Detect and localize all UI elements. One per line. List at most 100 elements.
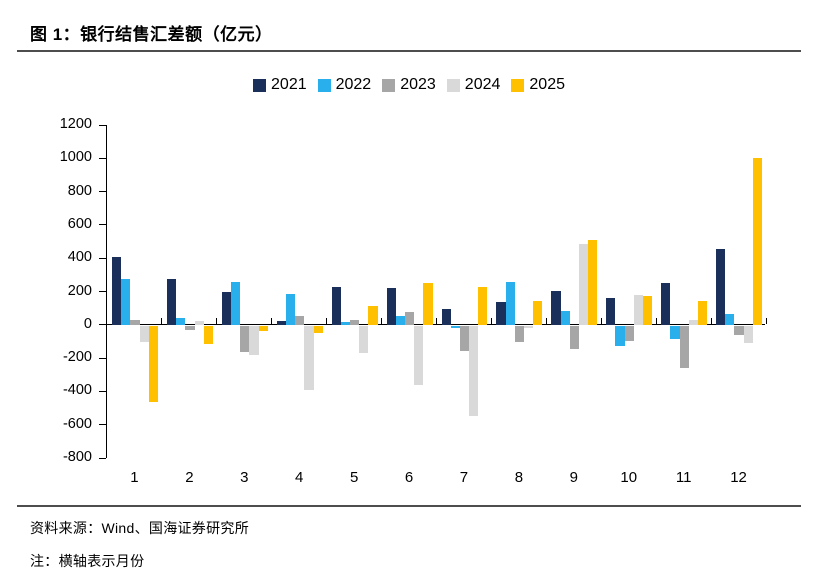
bar-2021-m7 <box>441 308 451 325</box>
legend-item-2021: 2021 <box>253 76 307 94</box>
y-axis-tick-600 <box>98 224 106 226</box>
bar-2023-m6 <box>404 312 415 325</box>
bar-2024-m1 <box>139 325 149 343</box>
bar-2023-m5 <box>350 319 360 325</box>
figure-title: 图 1：银行结售汇差额（亿元） <box>30 25 273 44</box>
y-axis-label-200: 200 <box>67 282 92 299</box>
y-axis-tick-800 <box>98 191 106 193</box>
legend-item-2023: 2023 <box>382 76 436 94</box>
x-axis-tick-8 <box>545 318 547 325</box>
y-axis-tick-200 <box>98 291 106 292</box>
chart: 2021 2022 2023 2024 2025 1200 1000 800 600 400 20… <box>0 76 818 486</box>
bar-2021-m1 <box>112 257 122 325</box>
legend-item-2022: 2022 <box>317 76 371 94</box>
bar-2024-m8 <box>524 325 534 329</box>
y-axis-label-1000: 1000 <box>59 149 92 166</box>
bar-2024-m9 <box>578 244 589 325</box>
bar-2024-m3 <box>249 325 259 355</box>
bar-2024-m6 <box>414 325 424 385</box>
bar-2023-m1 <box>130 319 140 325</box>
bar-2021-m10 <box>606 298 616 325</box>
x-axis-tick-4 <box>326 318 328 325</box>
y-axis-tick--400 <box>98 390 106 392</box>
y-axis-label--800: -800 <box>62 449 92 465</box>
bar-2023-m11 <box>679 325 689 368</box>
bar-2022-m10 <box>615 325 625 347</box>
bar-2022-m9 <box>560 311 570 325</box>
x-axis-label-5: 5 <box>349 469 359 486</box>
legend-item-2025: 2025 <box>511 76 565 94</box>
x-axis-label-1: 1 <box>130 469 139 486</box>
legend-label-2021: 2021 <box>271 76 307 93</box>
y-axis-label-800: 800 <box>67 182 92 199</box>
bar-2022-m4 <box>285 293 296 325</box>
footer-divider <box>17 505 801 507</box>
bar-2022-m12 <box>725 313 735 325</box>
bar-2023-m4 <box>295 316 305 325</box>
x-axis-tick-11 <box>710 318 712 325</box>
y-axis-tick-1000 <box>98 157 106 159</box>
x-axis-label-3: 3 <box>240 469 249 486</box>
legend-swatch-2025 <box>511 78 525 92</box>
bar-2025-m10 <box>643 296 653 325</box>
y-axis-tick-400 <box>98 257 106 259</box>
bar-2023-m9 <box>569 325 579 349</box>
bar-2025-m9 <box>588 239 598 325</box>
bar-2024-m5 <box>359 325 369 354</box>
x-axis-label-4: 4 <box>295 469 304 486</box>
y-axis-label-0: 0 <box>83 315 92 332</box>
source-note: 资料来源：Wind、国海证券研究所 <box>30 520 249 536</box>
title-divider <box>17 50 801 52</box>
y-axis-tick--200 <box>98 357 106 359</box>
y-axis-tick--600 <box>98 424 106 426</box>
bar-2024-m11 <box>688 319 698 325</box>
bar-2025-m2 <box>203 325 213 344</box>
bar-2025-m7 <box>478 287 488 325</box>
y-axis-tick-0 <box>98 324 106 326</box>
bar-2021-m2 <box>166 279 177 325</box>
bar-2023-m12 <box>734 325 744 335</box>
x-axis-label-8: 8 <box>514 469 524 486</box>
y-axis-label-1200: 1200 <box>59 116 92 132</box>
x-axis-tick-3 <box>271 318 273 325</box>
plot-area: 1200 1000 800 600 400 200 0 -200 -400 -600 -800 1 2 3… <box>60 116 767 486</box>
bar-2021-m5 <box>331 286 341 325</box>
legend-swatch-2023 <box>382 78 396 92</box>
legend-label-2024: 2024 <box>464 76 501 93</box>
x-axis-tick-5 <box>381 318 383 325</box>
bar-2021-m12 <box>716 249 726 325</box>
x-axis-tick-12 <box>765 318 767 325</box>
legend-item-2024: 2024 <box>446 76 501 94</box>
bar-2023-m10 <box>624 325 634 341</box>
bar-2024-m4 <box>304 325 314 391</box>
bar-2023-m8 <box>514 325 524 343</box>
bar-2022-m2 <box>176 318 186 325</box>
bar-2023-m2 <box>185 325 195 330</box>
x-axis-label-6: 6 <box>404 469 414 486</box>
y-axis-label--200: -200 <box>62 349 92 366</box>
x-axis-tick-9 <box>600 318 602 325</box>
bar-2025-m8 <box>533 300 543 325</box>
x-axis-label-9: 9 <box>569 469 578 486</box>
x-axis-label-7: 7 <box>459 469 469 486</box>
bar-2022-m7 <box>450 325 460 329</box>
bar-2022-m5 <box>340 322 351 325</box>
bar-2025-m12 <box>752 158 763 325</box>
bar-2024-m10 <box>633 294 644 325</box>
bar-2025-m4 <box>313 325 323 334</box>
bar-2022-m11 <box>670 325 680 339</box>
bar-2025-m1 <box>148 325 158 403</box>
axis-note: 注：横轴表示月份 <box>30 553 145 569</box>
bar-2022-m6 <box>395 315 405 325</box>
legend-swatch-2021 <box>253 78 267 92</box>
bar-2023-m3 <box>240 325 250 353</box>
bar-2022-m8 <box>505 282 515 325</box>
bar-2024-m7 <box>469 325 479 417</box>
bar-2021-m8 <box>496 302 506 325</box>
legend-label-2025: 2025 <box>529 76 565 93</box>
bar-2025-m6 <box>423 283 433 325</box>
legend-label-2023: 2023 <box>400 76 436 93</box>
x-axis-tick-2 <box>216 318 218 325</box>
bar-2025-m5 <box>368 306 378 325</box>
chart-legend: 2021 2022 2023 2024 2025 <box>0 76 818 94</box>
